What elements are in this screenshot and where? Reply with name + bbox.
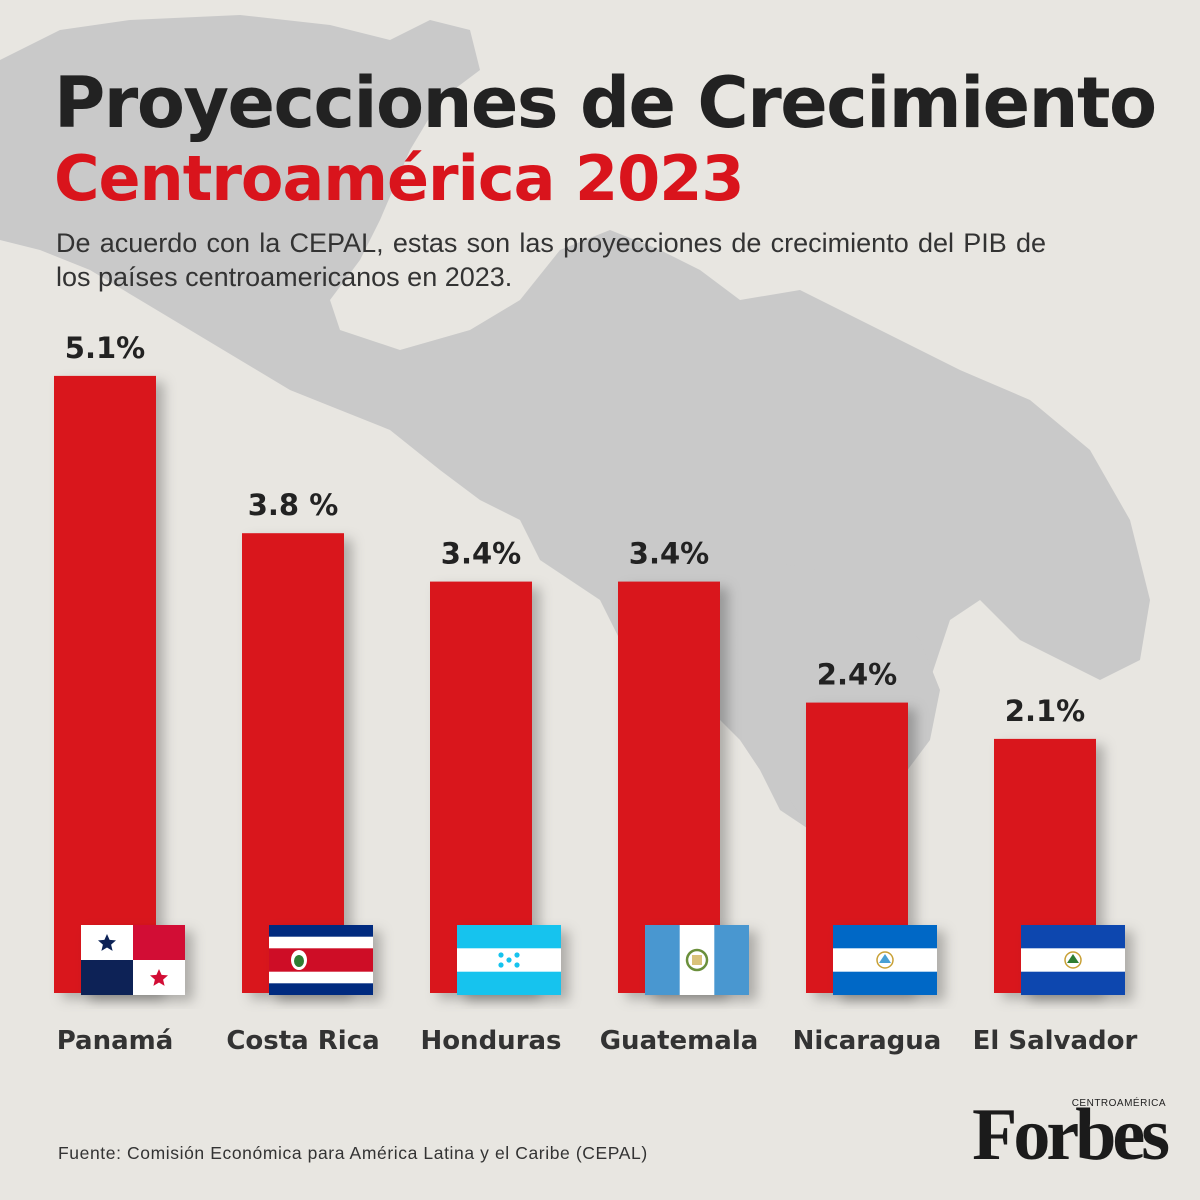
bar-honduras — [430, 581, 532, 993]
nicaragua-flag-icon — [833, 925, 937, 995]
data-labels: 5.1% 3.8 % 3.4% 3.4% 2.4% 2.1% — [65, 331, 1085, 728]
panama-flag-icon — [81, 925, 185, 995]
el-salvador-flag-icon — [1021, 925, 1125, 995]
data-label-guatemala: 3.4% — [629, 537, 709, 571]
bars — [54, 375, 1096, 993]
honduras-flag-icon — [457, 925, 561, 995]
data-label-el-salvador: 2.1% — [1005, 694, 1085, 728]
category-label-el-salvador: El Salvador — [973, 1026, 1138, 1056]
forbes-logo: CENTROAMÉRICA Forbes — [926, 1098, 1170, 1172]
costa-rica-flag-icon — [269, 925, 373, 995]
chart-subtitle: De acuerdo con la CEPAL, estas son las p… — [56, 228, 1046, 292]
bar-panama — [54, 375, 156, 993]
guatemala-flag-icon — [645, 925, 749, 995]
data-label-costa-rica: 3.8 % — [248, 488, 339, 522]
data-label-honduras: 3.4% — [441, 537, 521, 571]
source-note: Fuente: Comisión Económica para América … — [58, 1143, 648, 1163]
bar-costa-rica — [242, 533, 344, 993]
bar-guatemala — [618, 581, 720, 993]
chart-title-highlight: Centroamérica 2023 — [54, 142, 745, 215]
data-label-panama: 5.1% — [65, 331, 145, 365]
category-labels: Panamá Costa Rica Honduras Guatemala Nicarag… — [57, 1026, 1138, 1056]
category-label-nicaragua: Nicaragua — [793, 1026, 942, 1056]
logo-wordmark: Forbes — [972, 1094, 1170, 1176]
data-label-nicaragua: 2.4% — [817, 658, 897, 692]
category-label-honduras: Honduras — [420, 1026, 561, 1056]
logo-subtitle: CENTROAMÉRICA — [1071, 1098, 1166, 1109]
category-label-costa-rica: Costa Rica — [226, 1026, 379, 1056]
category-label-panama: Panamá — [57, 1026, 174, 1056]
flags — [81, 925, 1125, 995]
category-label-guatemala: Guatemala — [600, 1026, 759, 1056]
chart-title: Proyecciones de Crecimiento — [54, 62, 1157, 144]
